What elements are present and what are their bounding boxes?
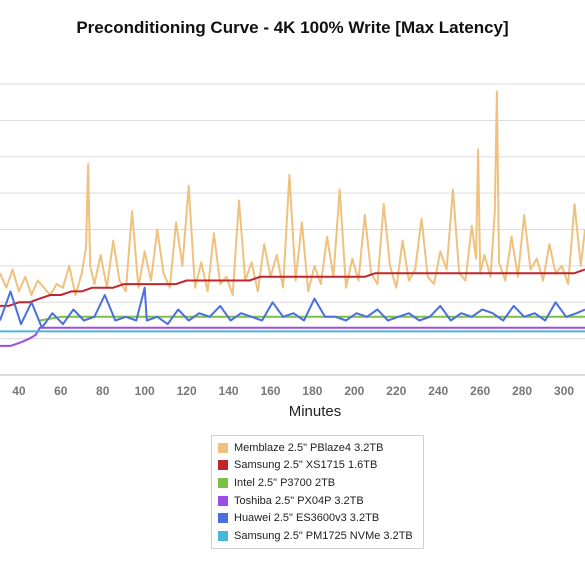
- legend-label: Memblaze 2.5" PBlaze4 3.2TB: [234, 441, 384, 454]
- legend-item-huawei-es3600v3[interactable]: Huawei 2.5" ES3600v3 3.2TB: [218, 509, 423, 527]
- legend-swatch: [218, 495, 228, 506]
- x-tick-label-9: 220: [386, 384, 406, 398]
- legend-swatch: [218, 513, 228, 524]
- legend-swatch: [218, 477, 228, 488]
- legend-swatch: [218, 442, 228, 453]
- legend-swatch: [218, 460, 228, 471]
- x-axis-label: Minutes: [288, 403, 342, 420]
- x-tick-label-10: 240: [428, 384, 448, 398]
- x-tick-label-7: 180: [302, 384, 322, 398]
- series-lines: [0, 90, 585, 347]
- line-chart: 40 60 80 100 120 140 160 180 200 220 240 260 280 300: [0, 83, 585, 398]
- x-tick-label-13: 300: [554, 384, 574, 398]
- legend-label: Toshiba 2.5" PX04P 3.2TB: [234, 494, 364, 507]
- x-tick-label-5: 140: [219, 384, 239, 398]
- legend-label: Huawei 2.5" ES3600v3 3.2TB: [234, 512, 380, 525]
- x-tick-label-0: 40: [12, 384, 26, 398]
- legend: Memblaze 2.5" PBlaze4 3.2TB Samsung 2.5"…: [211, 435, 424, 549]
- x-tick-label-11: 260: [470, 384, 490, 398]
- x-tick-label-4: 120: [177, 384, 197, 398]
- series-line-2: [39, 315, 585, 322]
- legend-label: Samsung 2.5" PM1725 NVMe 3.2TB: [234, 529, 413, 542]
- x-tick-labels: 40 60 80 100 120 140 160 180 200 220 240 260 280 300: [12, 384, 574, 398]
- legend-item-memblaze[interactable]: Memblaze 2.5" PBlaze4 3.2TB: [218, 439, 423, 457]
- legend-item-intel-p3700[interactable]: Intel 2.5" P3700 2TB: [218, 474, 423, 492]
- legend-item-samsung-pm1725[interactable]: Samsung 2.5" PM1725 NVMe 3.2TB: [218, 527, 423, 545]
- legend-item-toshiba-px04p[interactable]: Toshiba 2.5" PX04P 3.2TB: [218, 492, 423, 510]
- x-tick-label-8: 200: [344, 384, 364, 398]
- series-line-4: [0, 286, 585, 329]
- x-tick-label-6: 160: [260, 384, 280, 398]
- series-line-3: [0, 326, 585, 347]
- x-tick-label-2: 80: [96, 384, 110, 398]
- legend-label: Samsung 2.5" XS1715 1.6TB: [234, 459, 378, 472]
- legend-swatch: [218, 530, 228, 541]
- x-tick-label-12: 280: [512, 384, 532, 398]
- series-line-1: [0, 268, 585, 307]
- series-line-0: [0, 90, 585, 296]
- legend-label: Intel 2.5" P3700 2TB: [234, 476, 336, 489]
- chart-title: Preconditioning Curve - 4K 100% Write [M…: [76, 18, 509, 37]
- legend-item-samsung-xs1715[interactable]: Samsung 2.5" XS1715 1.6TB: [218, 457, 423, 475]
- x-tick-label-1: 60: [54, 384, 68, 398]
- x-tick-label-3: 100: [135, 384, 155, 398]
